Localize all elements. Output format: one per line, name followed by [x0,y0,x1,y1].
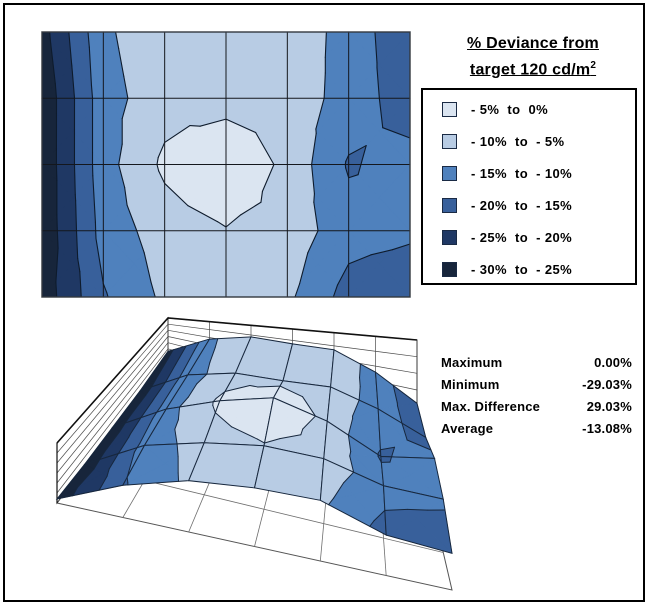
legend-item: - 20% to - 15% [423,189,635,221]
legend-swatch-band3 [442,165,457,181]
report-frame [3,3,645,602]
stat-value: 29.03% [586,399,632,414]
surface-chart [55,316,453,591]
legend-item: - 15% to - 10% [423,157,635,189]
legend-label: - 20% to - 15% [471,197,573,213]
stat-label: Max. Difference [441,399,541,414]
legend-label: - 15% to - 10% [471,165,573,181]
chart-title-line2: target 120 cd/m2 [427,55,639,81]
legend-label: - 30% to - 25% [471,261,573,277]
legend-swatch-band6 [442,261,457,277]
legend-item: - 5% to 0% [423,93,635,125]
legend-swatch-band4 [442,197,457,213]
stat-label: Average [441,421,494,436]
stats-panel: Maximum 0.00% Minimum -29.03% Max. Diffe… [441,352,632,440]
stats-row-max-difference: Max. Difference 29.03% [441,396,632,418]
legend-item: - 10% to - 5% [423,125,635,157]
chart-title-line1: % Deviance from [467,35,599,52]
legend-label: - 10% to - 5% [471,133,565,149]
stats-row-minimum: Minimum -29.03% [441,374,632,396]
stat-label: Minimum [441,377,500,392]
legend-item: - 30% to - 25% [423,253,635,285]
legend-item: - 25% to - 20% [423,221,635,253]
legend-box: - 5% to 0% - 10% to - 5% - 15% to - 10% … [421,88,637,285]
legend-swatch-band1 [442,101,457,117]
stats-row-average: Average -13.08% [441,418,632,440]
legend-label: - 5% to 0% [471,101,549,117]
chart-title-superscript: 2 [590,60,597,71]
stat-label: Maximum [441,355,503,370]
contour-chart [41,31,411,298]
stat-value: -13.08% [582,421,632,436]
stats-row-maximum: Maximum 0.00% [441,352,632,374]
stat-value: -29.03% [582,377,632,392]
legend-swatch-band2 [442,133,457,149]
legend-label: - 25% to - 20% [471,229,573,245]
stat-value: 0.00% [594,355,632,370]
legend-swatch-band5 [442,229,457,245]
chart-title: % Deviance from target 120 cd/m2 [427,33,639,81]
chart-title-line2-text: target 120 cd/m [469,61,591,79]
